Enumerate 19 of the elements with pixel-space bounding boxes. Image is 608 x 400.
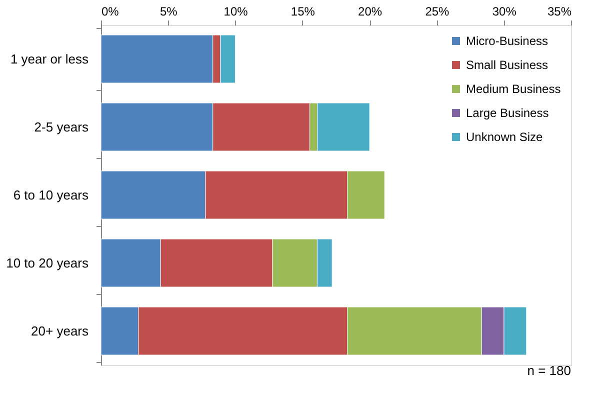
x-tick-label: 5%: [160, 4, 178, 18]
x-tick-label: 15%: [290, 4, 316, 18]
x-tick-label: 0%: [102, 4, 120, 18]
y-tick-label: 6 to 10 years: [13, 188, 89, 202]
legend-label: Micro-Business: [466, 34, 548, 48]
x-tick-label: 35%: [547, 4, 572, 18]
legend-label: Unknown Size: [466, 130, 544, 144]
y-tick-label: 2-5 years: [34, 120, 89, 134]
annotation: n = 180: [527, 363, 571, 378]
legend-label: Small Business: [466, 58, 548, 72]
legend-label: Medium Business: [466, 82, 561, 96]
y-tick-label: 20+ years: [31, 324, 89, 338]
legend-label: Large Business: [466, 106, 549, 120]
x-tick-label: 25%: [425, 4, 450, 18]
x-tick-label: 20%: [358, 4, 382, 18]
y-tick-label: 1 year or less: [10, 52, 89, 66]
x-tick-label: 30%: [492, 4, 517, 18]
y-tick-label: 10 to 20 years: [6, 256, 89, 270]
x-tick-label: 10%: [224, 4, 248, 18]
